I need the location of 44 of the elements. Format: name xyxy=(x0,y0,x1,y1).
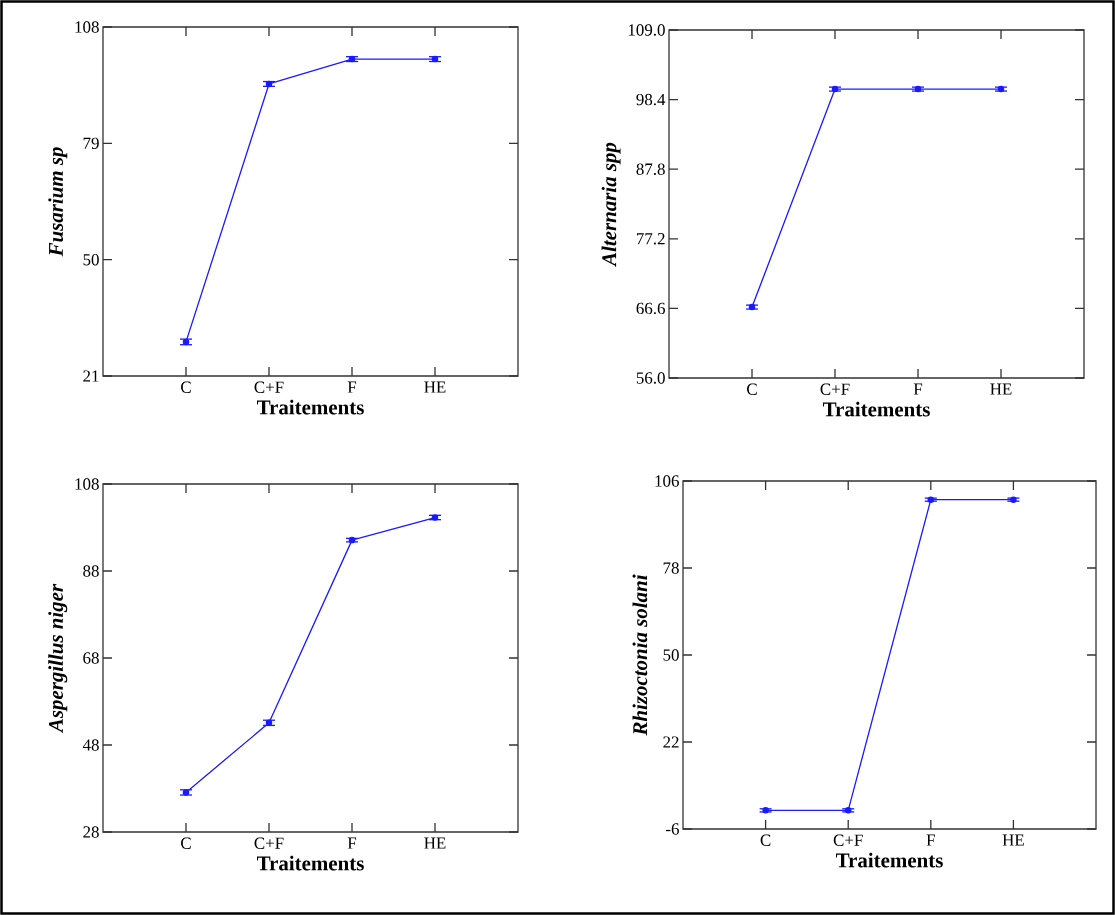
x-tick-label: F xyxy=(913,383,923,395)
y-tick-label: 28 xyxy=(83,826,99,838)
x-axis-title: Traitements xyxy=(256,855,364,871)
y-tick-label: 78 xyxy=(663,562,679,574)
y-tick-label: 21 xyxy=(83,370,99,382)
y-axis-title: Rhizoctonia solani xyxy=(632,574,648,736)
y-tick-label: 87.8 xyxy=(636,163,665,175)
y-tick-label: 50 xyxy=(83,253,99,266)
y-tick-label: 98.4 xyxy=(636,93,666,106)
x-tick-label: C+F xyxy=(820,383,850,395)
x-tick-label: C+F xyxy=(254,837,284,849)
y-tick-label: 68 xyxy=(83,652,99,664)
y-tick-label: 109.0 xyxy=(628,24,665,36)
x-axis-title: Traitements xyxy=(836,852,943,868)
y-tick-label: 77.2 xyxy=(636,233,665,245)
y-tick-label: 48 xyxy=(82,739,99,751)
y-axis-title: Aspergillus niger xyxy=(48,583,68,734)
y-tick-label: 108 xyxy=(75,21,99,33)
x-tick-label: HE xyxy=(1002,834,1024,846)
y-tick-label: 79 xyxy=(83,137,99,150)
x-tick-label: C xyxy=(181,837,191,849)
x-tick-label: C xyxy=(747,383,757,395)
x-tick-label: C xyxy=(760,834,771,846)
y-tick-label: 50 xyxy=(663,649,679,661)
y-axis-title: Fusarium sp xyxy=(48,147,68,257)
y-tick-label: 56.0 xyxy=(636,372,665,384)
y-tick-label: 108 xyxy=(75,478,99,490)
y-tick-label: 22 xyxy=(663,736,679,748)
x-tick-label: F xyxy=(926,834,935,846)
y-tick-label: 106 xyxy=(655,475,679,487)
x-tick-label: C+F xyxy=(254,381,284,393)
x-tick-label: HE xyxy=(424,381,446,393)
x-axis-title: Traitements xyxy=(823,401,930,417)
x-tick-label: HE xyxy=(424,837,446,849)
x-tick-label: HE xyxy=(990,383,1012,395)
y-axis-title: Alternaria spp xyxy=(601,142,621,267)
x-tick-label: C xyxy=(181,381,191,393)
y-tick-label: -6 xyxy=(666,823,679,835)
x-tick-label: F xyxy=(347,381,357,393)
x-tick-label: F xyxy=(347,837,357,849)
y-tick-label: 88 xyxy=(83,565,99,577)
y-tick-label: 66.6 xyxy=(636,302,665,315)
x-axis-title: Traitements xyxy=(256,399,364,415)
x-tick-label: C+F xyxy=(833,834,863,846)
